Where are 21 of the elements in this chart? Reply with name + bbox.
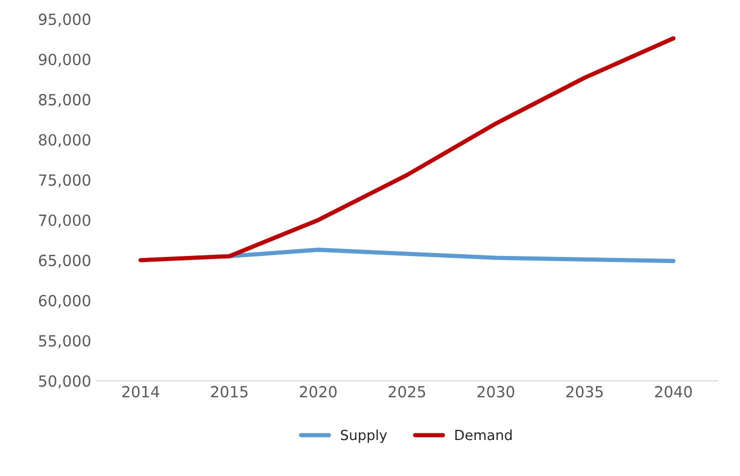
y-tick-label: 60,000	[38, 294, 90, 308]
x-tick-label: 2014	[122, 386, 160, 398]
y-tick-label: 55,000	[39, 335, 90, 348]
y-tick-label: 90,000	[38, 54, 90, 67]
line-series	[227, 248, 676, 264]
y-tick-label: 75,000	[39, 174, 90, 188]
x-tick-label: 2035	[566, 386, 603, 398]
x-tick-label: 2040	[655, 386, 692, 398]
y-tick-label: 95,000	[38, 14, 90, 27]
line-series	[138, 36, 676, 262]
y-tick-label: 65,000	[38, 254, 90, 268]
legend-label: Supply	[340, 429, 387, 443]
y-tick-label: 85,000	[38, 94, 90, 108]
y-tick-label: 70,000	[39, 214, 90, 228]
x-tick-label: 2030	[477, 386, 514, 398]
x-tick-label: 2015	[211, 386, 248, 398]
x-tick-label: 2025	[388, 386, 426, 398]
legend-label: Demand	[455, 429, 512, 440]
x-tick-label: 2020	[300, 386, 337, 398]
y-tick-label: 50,000	[39, 375, 90, 388]
y-tick-label: 80,000	[38, 134, 90, 148]
